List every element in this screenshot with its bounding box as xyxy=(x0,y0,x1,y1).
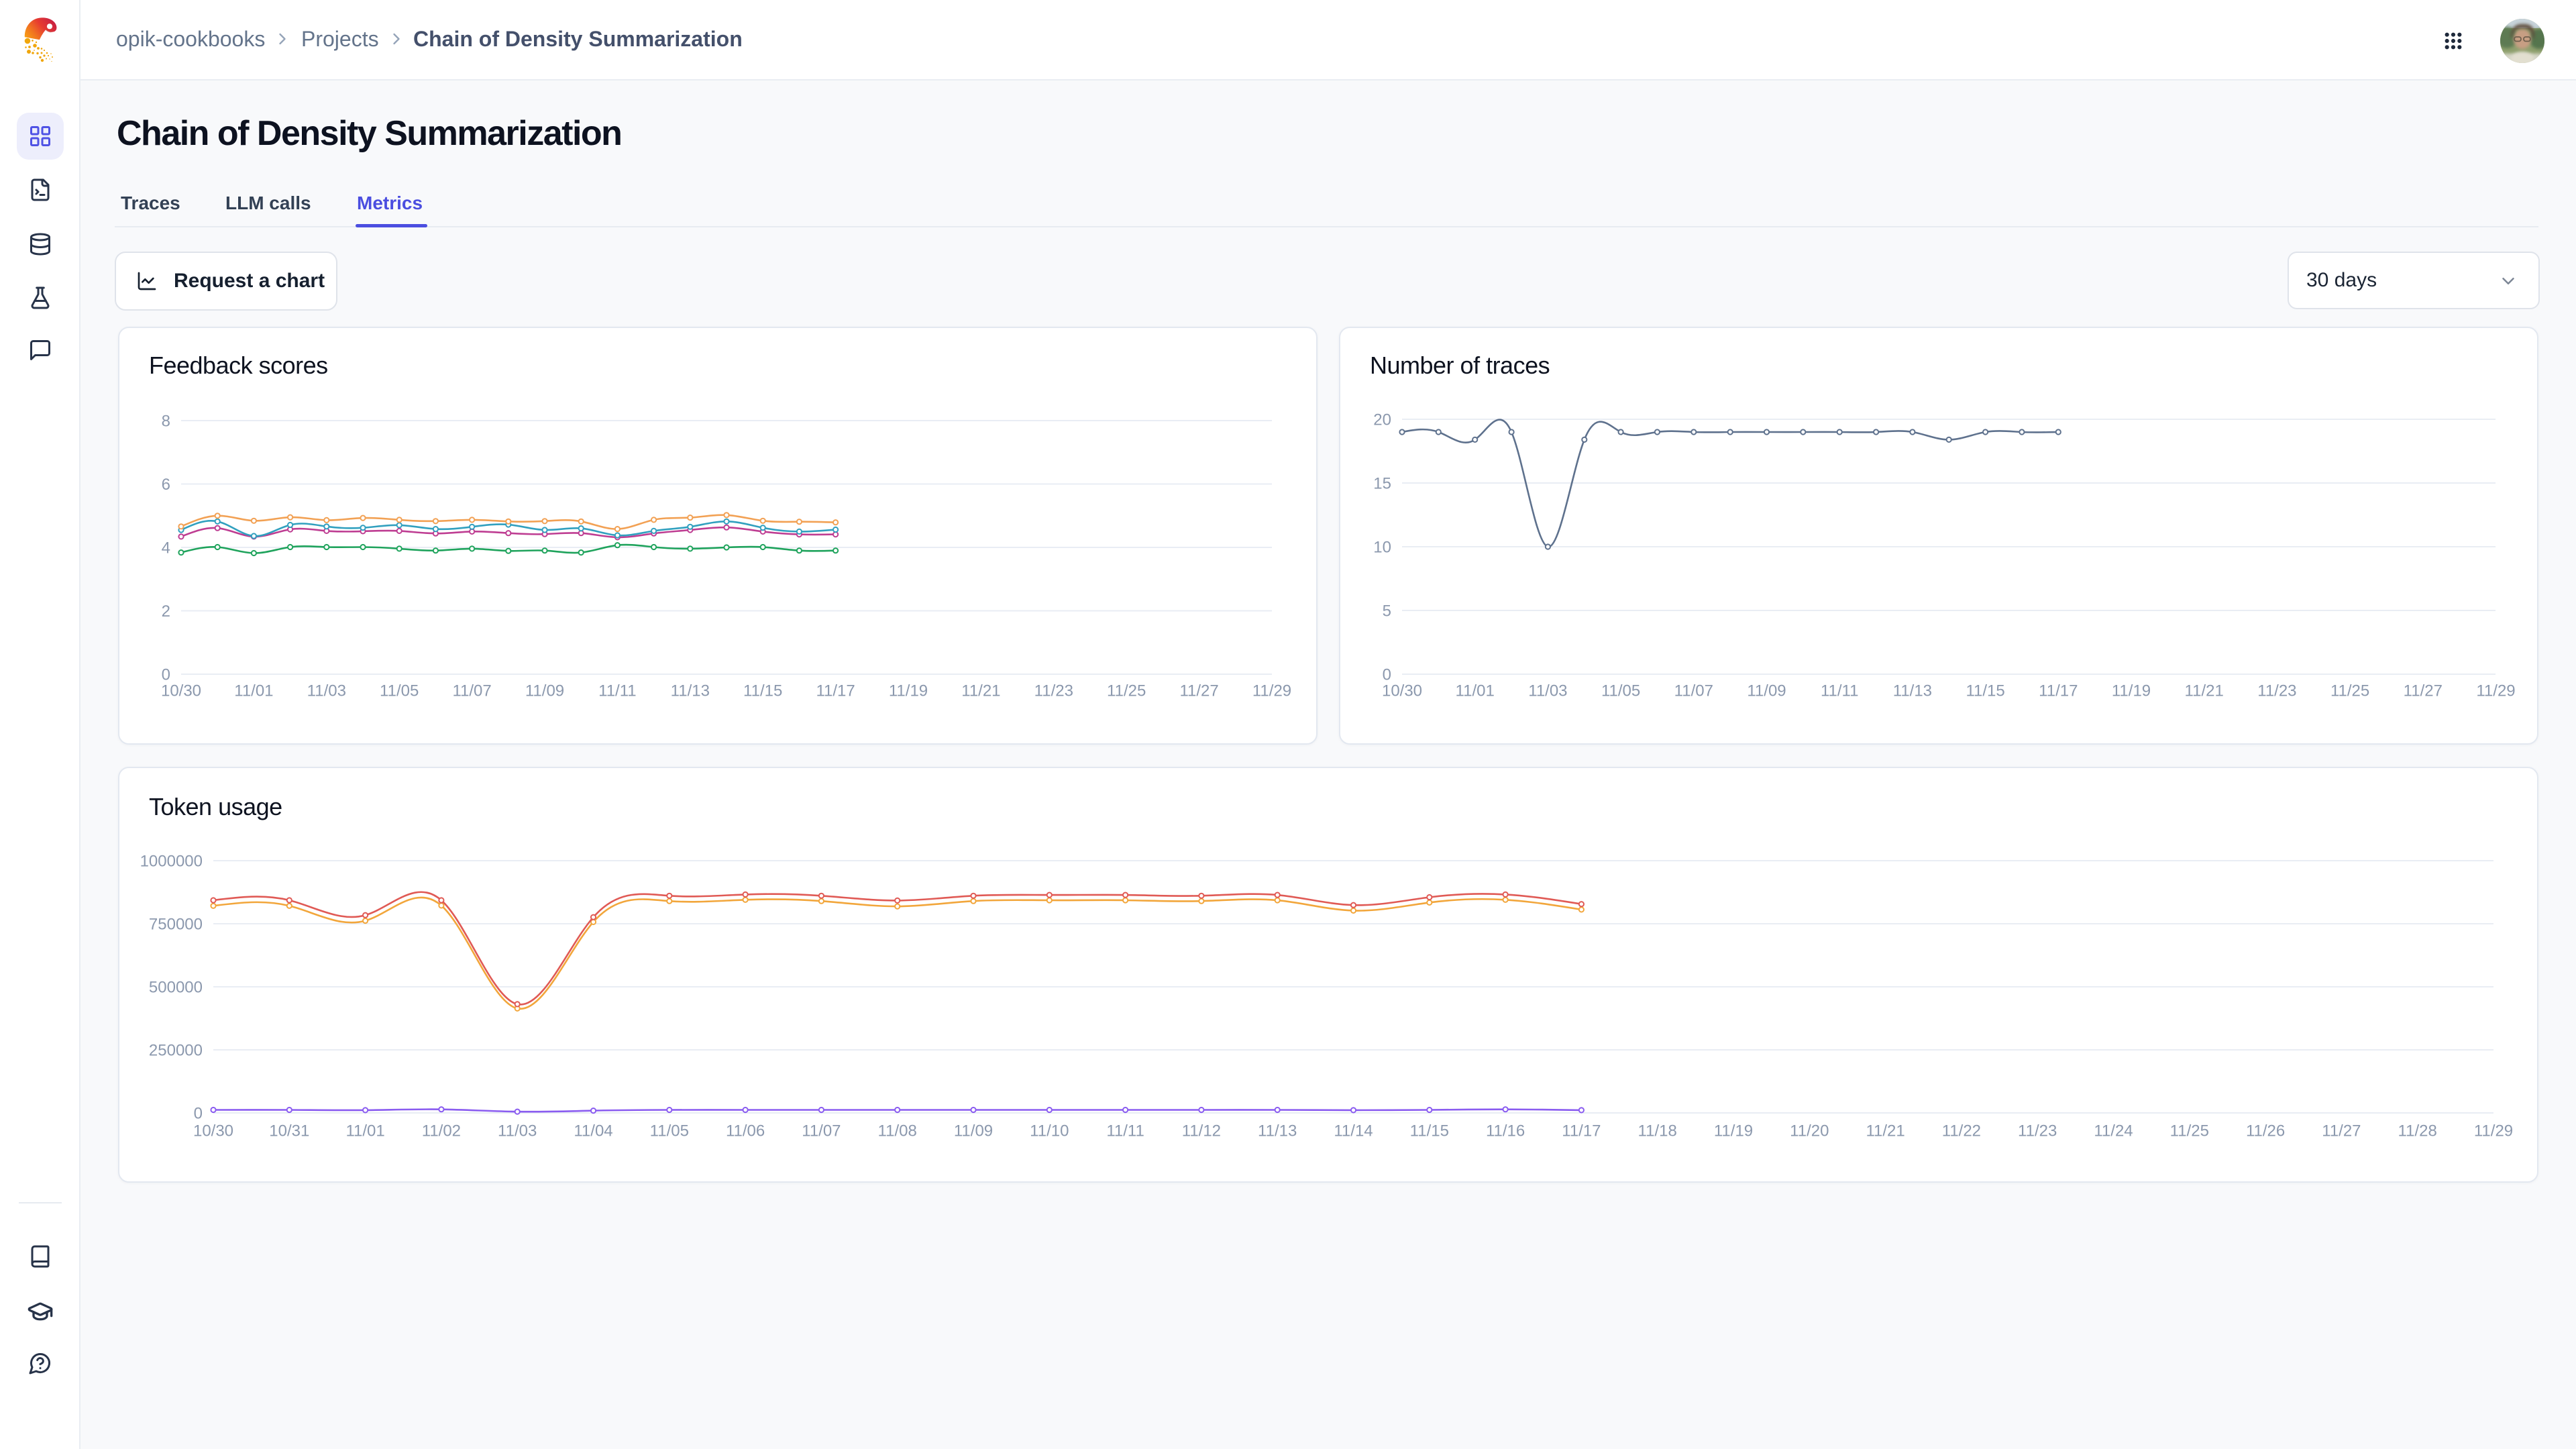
svg-text:11/03: 11/03 xyxy=(498,1122,537,1140)
svg-text:10/30: 10/30 xyxy=(193,1122,233,1140)
svg-text:11/05: 11/05 xyxy=(650,1122,689,1140)
svg-text:11/29: 11/29 xyxy=(1252,682,1291,700)
svg-text:750000: 750000 xyxy=(149,916,203,934)
svg-text:2: 2 xyxy=(162,602,170,621)
svg-text:250000: 250000 xyxy=(149,1042,203,1060)
svg-text:11/03: 11/03 xyxy=(1528,682,1567,700)
svg-text:11/21: 11/21 xyxy=(961,682,1000,700)
svg-text:11/25: 11/25 xyxy=(2330,682,2369,700)
svg-text:11/06: 11/06 xyxy=(726,1122,765,1140)
svg-text:11/07: 11/07 xyxy=(1674,682,1713,700)
svg-text:11/23: 11/23 xyxy=(2018,1122,2057,1140)
svg-text:11/11: 11/11 xyxy=(598,682,637,700)
svg-text:11/05: 11/05 xyxy=(380,682,419,700)
svg-text:11/29: 11/29 xyxy=(2474,1122,2513,1140)
svg-text:11/21: 11/21 xyxy=(2185,682,2224,700)
svg-text:11/02: 11/02 xyxy=(422,1122,461,1140)
svg-text:11/19: 11/19 xyxy=(2112,682,2151,700)
svg-text:10/31: 10/31 xyxy=(269,1122,309,1140)
svg-text:11/15: 11/15 xyxy=(1410,1122,1449,1140)
svg-text:500000: 500000 xyxy=(149,979,203,997)
svg-text:11/15: 11/15 xyxy=(1966,682,2004,700)
svg-text:6: 6 xyxy=(162,476,170,494)
svg-text:0: 0 xyxy=(194,1105,203,1123)
svg-text:11/15: 11/15 xyxy=(743,682,782,700)
svg-text:11/22: 11/22 xyxy=(1942,1122,1981,1140)
svg-text:11/01: 11/01 xyxy=(234,682,273,700)
svg-text:10: 10 xyxy=(1373,539,1391,557)
svg-text:11/24: 11/24 xyxy=(2094,1122,2133,1140)
svg-text:20: 20 xyxy=(1373,411,1391,429)
svg-text:0: 0 xyxy=(1383,666,1391,684)
svg-text:11/16: 11/16 xyxy=(1486,1122,1525,1140)
svg-text:11/17: 11/17 xyxy=(816,682,855,700)
svg-text:11/17: 11/17 xyxy=(2039,682,2078,700)
svg-text:11/29: 11/29 xyxy=(2476,682,2515,700)
svg-text:11/26: 11/26 xyxy=(2246,1122,2285,1140)
svg-text:11/01: 11/01 xyxy=(345,1122,384,1140)
svg-text:11/13: 11/13 xyxy=(1258,1122,1297,1140)
svg-text:11/13: 11/13 xyxy=(671,682,710,700)
svg-text:11/19: 11/19 xyxy=(889,682,928,700)
svg-text:11/25: 11/25 xyxy=(1107,682,1146,700)
svg-text:11/01: 11/01 xyxy=(1456,682,1495,700)
svg-text:11/17: 11/17 xyxy=(1562,1122,1601,1140)
svg-text:11/19: 11/19 xyxy=(1714,1122,1753,1140)
svg-text:4: 4 xyxy=(162,539,170,557)
svg-text:11/23: 11/23 xyxy=(2257,682,2296,700)
svg-text:10/30: 10/30 xyxy=(1382,682,1422,700)
svg-text:11/03: 11/03 xyxy=(307,682,346,700)
svg-text:11/27: 11/27 xyxy=(1179,682,1218,700)
svg-text:11/10: 11/10 xyxy=(1030,1122,1069,1140)
svg-text:11/08: 11/08 xyxy=(878,1122,917,1140)
svg-text:1000000: 1000000 xyxy=(140,853,203,871)
svg-text:11/27: 11/27 xyxy=(2322,1122,2361,1140)
svg-text:11/20: 11/20 xyxy=(1790,1122,1829,1140)
svg-text:11/25: 11/25 xyxy=(2170,1122,2209,1140)
svg-text:11/14: 11/14 xyxy=(1334,1122,1373,1140)
svg-text:10/30: 10/30 xyxy=(161,682,201,700)
svg-text:11/11: 11/11 xyxy=(1106,1122,1144,1140)
svg-text:8: 8 xyxy=(162,413,170,431)
svg-text:5: 5 xyxy=(1383,602,1391,621)
svg-text:11/05: 11/05 xyxy=(1601,682,1640,700)
svg-text:11/13: 11/13 xyxy=(1893,682,1932,700)
svg-text:11/12: 11/12 xyxy=(1182,1122,1221,1140)
svg-text:11/18: 11/18 xyxy=(1638,1122,1677,1140)
svg-text:11/09: 11/09 xyxy=(954,1122,993,1140)
svg-text:11/09: 11/09 xyxy=(525,682,564,700)
svg-text:11/09: 11/09 xyxy=(1747,682,1786,700)
svg-text:11/07: 11/07 xyxy=(452,682,491,700)
svg-text:11/23: 11/23 xyxy=(1034,682,1073,700)
svg-text:11/04: 11/04 xyxy=(574,1122,612,1140)
svg-text:15: 15 xyxy=(1373,475,1391,493)
svg-text:11/21: 11/21 xyxy=(1866,1122,1904,1140)
svg-text:11/28: 11/28 xyxy=(2398,1122,2437,1140)
svg-text:11/27: 11/27 xyxy=(2404,682,2443,700)
svg-text:11/07: 11/07 xyxy=(802,1122,841,1140)
svg-text:11/11: 11/11 xyxy=(1821,682,1859,700)
svg-text:0: 0 xyxy=(162,666,170,684)
